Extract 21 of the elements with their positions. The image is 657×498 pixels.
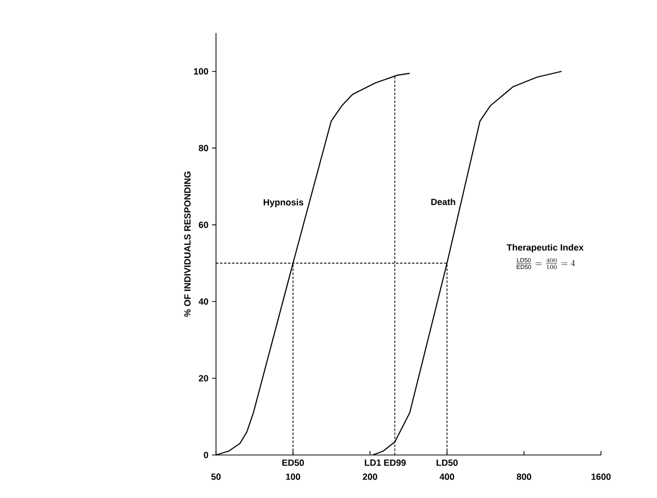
- annotation: Therapeutic Index: [506, 244, 584, 252]
- annotation: ED50: [282, 460, 304, 466]
- series-label: Death: [431, 198, 456, 206]
- x-tick-label: 800: [516, 474, 532, 480]
- x-tick-label: 100: [286, 474, 300, 480]
- x-tick-label: 1600: [592, 474, 611, 480]
- series-label: Hypnosis: [264, 198, 304, 208]
- x-tick-label: 200: [362, 474, 378, 480]
- y-axis-title: % OF INDIVIDUALS RESPONDING: [184, 172, 191, 317]
- x-tick-label: 50: [211, 474, 221, 480]
- y-tick-label: 0: [204, 452, 208, 458]
- y-tick-label: 60: [198, 222, 208, 228]
- annotation: ED99: [384, 460, 406, 466]
- y-tick-label: 100: [194, 68, 208, 75]
- y-tick-label: 40: [198, 298, 208, 305]
- annotation: LD50: [436, 460, 458, 466]
- x-tick-label: 400: [440, 474, 454, 480]
- annotation: $\frac{\mathrm{LD50}}{\mathrm{ED50}}=\frac{400}{100}=4$: [516, 258, 575, 270]
- y-tick-label: 80: [198, 144, 208, 152]
- y-tick-label: 20: [198, 375, 208, 382]
- annotation: LD1: [364, 460, 381, 466]
